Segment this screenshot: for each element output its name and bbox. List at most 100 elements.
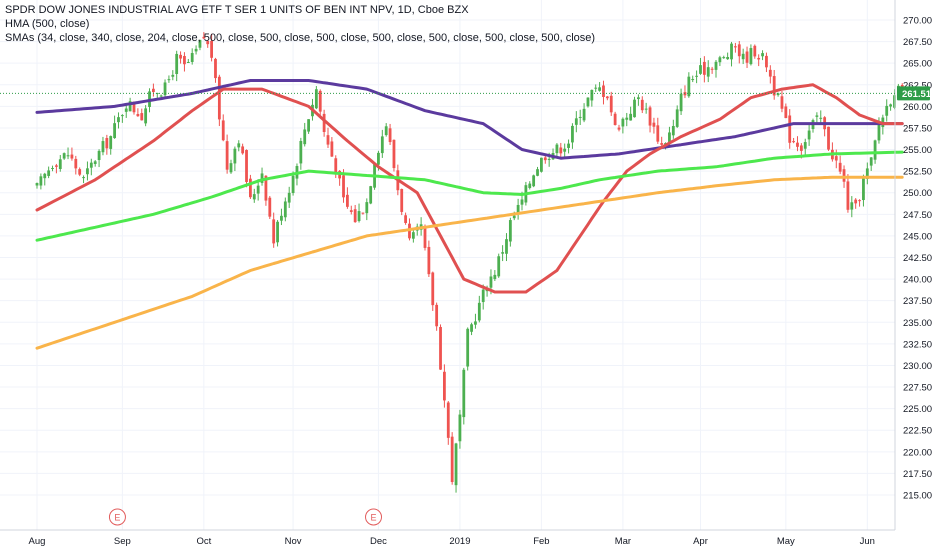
- candle-down: [431, 272, 435, 306]
- y-tick-label: 255.00: [903, 145, 932, 156]
- x-tick-label: Oct: [196, 536, 211, 547]
- candle-up: [109, 136, 113, 149]
- sma-340-line: [35, 175, 904, 350]
- candle-up: [489, 276, 493, 288]
- candle-down: [792, 141, 795, 143]
- y-tick-label: 247.50: [903, 210, 932, 221]
- candle-up: [497, 256, 501, 277]
- candle-down: [796, 142, 799, 147]
- y-tick-label: 242.50: [903, 253, 932, 264]
- candle-up: [287, 192, 291, 203]
- candle-up: [144, 108, 148, 124]
- y-tick-label: 227.50: [903, 383, 932, 394]
- candle-down: [264, 175, 268, 201]
- candle-up: [578, 116, 582, 118]
- candle-down: [272, 219, 276, 244]
- candle-down: [660, 143, 664, 145]
- x-tick-label: Jun: [860, 536, 875, 547]
- candle-up: [82, 177, 85, 179]
- candle-down: [772, 76, 776, 96]
- candle-up: [113, 123, 116, 139]
- candle-down: [765, 55, 768, 68]
- candle-down: [55, 165, 58, 167]
- candle-up: [691, 79, 695, 81]
- hma-indicator-label[interactable]: HMA (500, close): [5, 18, 90, 30]
- y-tick-label: 267.50: [903, 37, 932, 48]
- candle-down: [838, 162, 842, 172]
- candle-up: [175, 53, 179, 74]
- candle-down: [353, 209, 357, 223]
- candle-up: [474, 321, 477, 325]
- candle-down: [768, 69, 772, 77]
- candle-up: [512, 215, 516, 219]
- y-tick-label: 257.50: [903, 123, 932, 134]
- x-tick-label: Dec: [370, 536, 387, 547]
- candle-up: [283, 201, 287, 218]
- x-tick-label: Apr: [693, 536, 708, 547]
- y-tick-label: 217.50: [903, 469, 932, 480]
- y-tick-label: 262.50: [903, 80, 932, 91]
- symbol-title[interactable]: SPDR DOW JONES INDUSTRIAL AVG ETF T SER …: [5, 4, 469, 16]
- candle-down: [140, 113, 144, 121]
- candle-up: [120, 115, 124, 117]
- candle-up: [47, 170, 51, 176]
- y-tick-label: 235.00: [903, 318, 932, 329]
- candle-down: [152, 88, 155, 93]
- candle-down: [605, 96, 609, 99]
- candle-up: [695, 75, 698, 77]
- candle-down: [179, 54, 182, 59]
- candle-down: [543, 157, 547, 161]
- candle-up: [411, 232, 415, 239]
- y-tick-label: 237.50: [903, 296, 932, 307]
- x-tick-label: Feb: [533, 536, 549, 547]
- candle-up: [893, 95, 896, 108]
- last-price-badge: [897, 86, 930, 101]
- earnings-event-label: E: [114, 513, 120, 523]
- candle-down: [334, 158, 338, 174]
- candle-up: [51, 167, 54, 169]
- candle-up: [159, 95, 163, 97]
- y-tick-label: 230.00: [903, 361, 932, 372]
- candle-up: [454, 443, 458, 486]
- y-tick-label: 225.00: [903, 404, 932, 415]
- candle-up: [869, 157, 873, 166]
- candle-up: [625, 117, 629, 120]
- candle-down: [827, 126, 830, 150]
- candle-down: [202, 36, 206, 39]
- candle-up: [163, 82, 167, 96]
- candle-down: [249, 178, 252, 198]
- candle-up: [190, 53, 194, 62]
- candle-up: [749, 48, 753, 65]
- candle-down: [757, 57, 761, 60]
- candle-up: [699, 65, 702, 74]
- candle-down: [326, 135, 330, 145]
- candle-down: [652, 122, 656, 127]
- candle-up: [39, 176, 43, 186]
- candle-up: [481, 289, 485, 303]
- candle-up: [516, 204, 520, 215]
- candle-up: [885, 105, 889, 116]
- candle-up: [865, 168, 869, 179]
- candle-down: [617, 127, 621, 130]
- y-tick-label: 252.50: [903, 167, 932, 178]
- candle-up: [873, 140, 877, 160]
- candle-down: [392, 139, 396, 169]
- candle-down: [346, 194, 349, 207]
- x-tick-label: Sep: [114, 536, 131, 547]
- candle-up: [314, 89, 318, 109]
- candle-up: [62, 153, 66, 159]
- x-tick-label: 2019: [449, 536, 470, 547]
- earnings-event-marker: [108, 508, 126, 526]
- candle-up: [730, 43, 733, 60]
- candle-up: [462, 369, 466, 418]
- candle-up: [803, 142, 807, 149]
- candle-up: [299, 140, 303, 164]
- candle-up: [671, 126, 675, 136]
- candle-down: [446, 402, 450, 438]
- candle-down: [74, 158, 78, 169]
- sma-indicator-label[interactable]: SMAs (34, close, 340, close, 204, close,…: [5, 32, 596, 44]
- candle-up: [35, 183, 39, 186]
- candle-up: [458, 414, 462, 442]
- candle-up: [819, 117, 823, 119]
